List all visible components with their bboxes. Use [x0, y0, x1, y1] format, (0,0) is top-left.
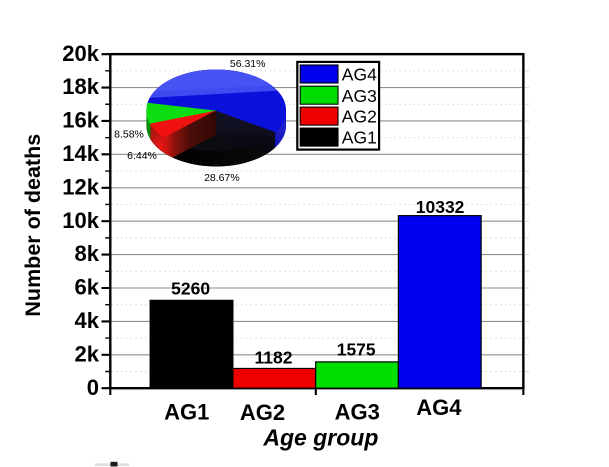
svg-text:20k: 20k — [62, 41, 99, 66]
svg-text:AG4: AG4 — [342, 65, 377, 85]
svg-text:6k: 6k — [75, 275, 100, 300]
svg-text:6.44%: 6.44% — [127, 150, 157, 162]
svg-text:AG2: AG2 — [342, 107, 377, 127]
svg-text:10k: 10k — [62, 208, 99, 233]
svg-text:1182: 1182 — [255, 348, 293, 368]
svg-text:56.31%: 56.31% — [230, 58, 266, 70]
svg-text:8.58%: 8.58% — [114, 128, 144, 140]
svg-text:8k: 8k — [75, 241, 100, 266]
svg-text:Age group: Age group — [262, 425, 378, 451]
svg-text:14k: 14k — [62, 141, 99, 166]
svg-text:18k: 18k — [62, 74, 99, 99]
svg-text:1575: 1575 — [337, 339, 376, 359]
svg-text:Number of deaths: Number of deaths — [21, 134, 45, 317]
svg-text:AG4: AG4 — [416, 395, 462, 420]
svg-text:0: 0 — [87, 375, 99, 400]
svg-text:12k: 12k — [62, 174, 99, 199]
svg-text:AG3: AG3 — [335, 400, 380, 425]
svg-text:5260: 5260 — [171, 279, 210, 299]
svg-text:AG1: AG1 — [164, 400, 209, 425]
svg-text:4k: 4k — [75, 308, 100, 333]
svg-text:28.67%: 28.67% — [204, 172, 240, 184]
svg-text:AG3: AG3 — [342, 86, 377, 106]
svg-text:2k: 2k — [75, 341, 100, 366]
svg-text:16k: 16k — [62, 108, 99, 133]
svg-text:AG2: AG2 — [240, 400, 285, 425]
svg-text:10332: 10332 — [416, 197, 465, 217]
svg-text:AG1: AG1 — [342, 128, 377, 148]
